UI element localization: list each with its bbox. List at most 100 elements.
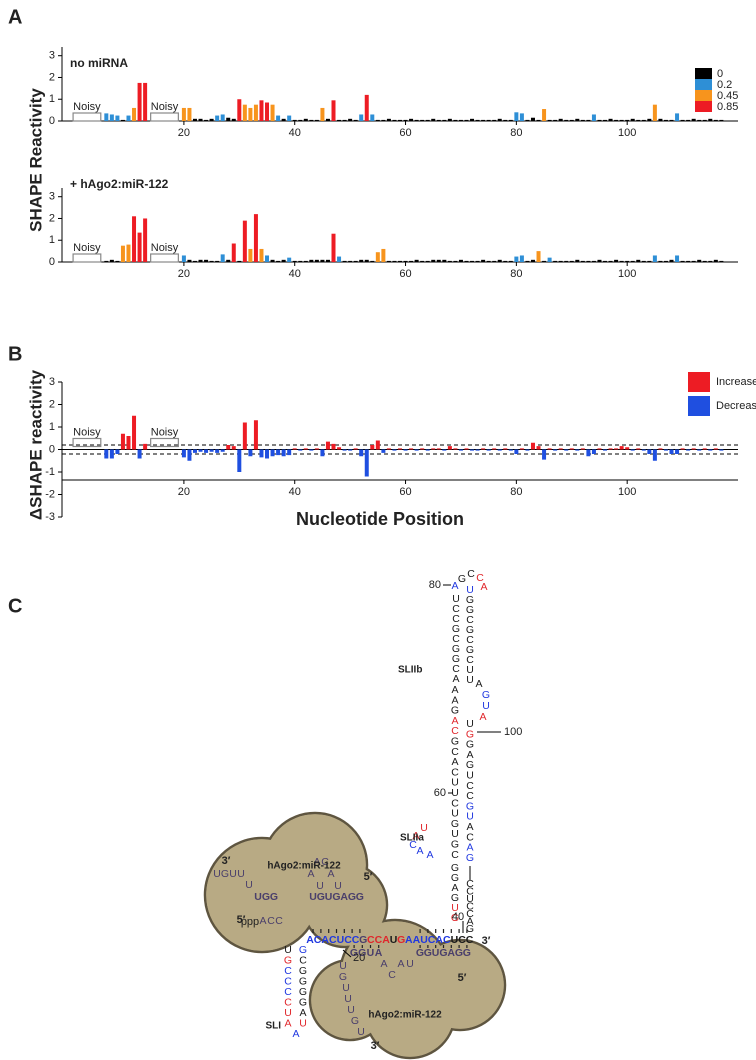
bar: [641, 260, 646, 262]
complex-label: hAgo2:miR-122: [368, 1010, 442, 1021]
bar: [109, 114, 114, 121]
bar: [331, 443, 336, 450]
nucleotide: A: [259, 915, 266, 927]
strand: A: [292, 1028, 299, 1040]
y-tick-label: 1: [49, 421, 55, 433]
bar: [303, 448, 308, 450]
nucleotide: G: [466, 738, 474, 750]
strand-end: 3′: [222, 855, 231, 867]
nucleotide: U: [466, 664, 474, 676]
bar: [143, 443, 148, 450]
bar: [575, 449, 580, 451]
bar: [115, 449, 120, 454]
bar: [109, 259, 114, 262]
nucleotide: C: [451, 766, 459, 778]
bar: [442, 449, 447, 451]
nucleotide: G: [351, 1015, 359, 1027]
y-tick-label: 0: [49, 256, 55, 268]
blob-fill: [304, 864, 386, 946]
nucleotide: A: [382, 934, 390, 946]
strand: ACC: [259, 915, 283, 927]
triphosphate: ppp: [241, 916, 259, 928]
bar: [231, 446, 236, 450]
y-tick-label: -1: [45, 466, 55, 478]
nucleotide: U: [309, 891, 317, 903]
bar: [669, 259, 674, 262]
bar: [425, 449, 430, 451]
strand: GGUGAGG: [416, 947, 471, 959]
bar: [431, 259, 436, 262]
bar: [325, 118, 330, 121]
strand: ACACUCCGCCAUGAAUCACUCC: [306, 934, 474, 946]
bar: [553, 260, 558, 262]
nucleotide: U: [420, 934, 428, 946]
bar: [603, 119, 608, 121]
nucleotide: G: [439, 947, 447, 959]
nucleotide: A: [413, 934, 421, 946]
nucleotide: C: [466, 934, 474, 946]
bar: [669, 449, 674, 454]
bar: [215, 449, 220, 453]
bar: [475, 119, 480, 121]
noisy-label: Noisy: [151, 426, 179, 438]
bar: [492, 119, 497, 121]
noisy-label: Noisy: [151, 101, 179, 113]
bar: [436, 448, 441, 450]
bar: [447, 118, 452, 121]
nucleotide: U: [466, 718, 474, 730]
bar: [486, 449, 491, 451]
bar: [292, 260, 297, 262]
bar: [242, 104, 247, 121]
strand: GGUA: [350, 947, 383, 959]
bar: [514, 112, 519, 121]
nucleotide: G: [451, 862, 459, 874]
bar: [569, 448, 574, 450]
nucleotide: G: [424, 947, 432, 959]
nucleotide: G: [284, 954, 292, 966]
bar: [591, 260, 596, 262]
pair-dot: [353, 945, 355, 948]
nucleotide: G: [452, 653, 460, 665]
pair-dot: [442, 945, 445, 948]
nucleotide: A: [435, 934, 443, 946]
bar: [281, 259, 286, 262]
bar: [126, 244, 131, 262]
legend-swatch: [695, 90, 712, 101]
nucleotide: U: [432, 947, 440, 959]
bar: [652, 104, 657, 121]
nucleotide: C: [451, 746, 459, 758]
x-tick-label: 20: [178, 486, 190, 498]
bar: [564, 260, 569, 262]
nucleotide: U: [316, 880, 324, 892]
bar: [237, 99, 242, 121]
bar: [442, 259, 447, 262]
bar: [453, 119, 458, 121]
nucleotide: G: [452, 643, 460, 655]
bar: [292, 119, 297, 121]
bar: [708, 118, 713, 121]
nucleotide: G: [466, 728, 474, 740]
bar: [331, 233, 336, 262]
nucleotide: C: [458, 934, 466, 946]
x-axis-label: Nucleotide Position: [296, 509, 464, 529]
nucleotide: G: [466, 604, 474, 616]
bar: [481, 259, 486, 262]
bar: [647, 118, 652, 121]
nucleotide: U: [452, 593, 460, 605]
bar: [298, 119, 303, 121]
bar: [569, 119, 574, 121]
bar: [486, 119, 491, 121]
bar: [209, 260, 214, 262]
bar: [248, 449, 253, 457]
bar: [109, 449, 114, 459]
bar: [536, 119, 541, 121]
bar: [586, 119, 591, 121]
bar: [381, 119, 386, 121]
bar: [192, 118, 197, 121]
noisy-box: [150, 112, 179, 122]
nucleotide: A: [313, 856, 320, 868]
bar: [364, 94, 369, 121]
